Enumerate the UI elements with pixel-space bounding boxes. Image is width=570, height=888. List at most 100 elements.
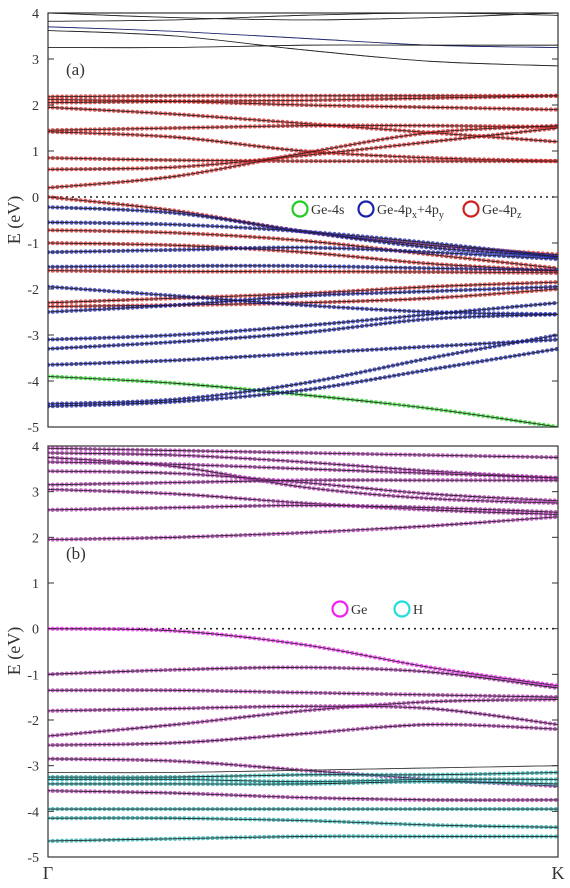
band-line-tint [48, 13, 558, 21]
band-line [48, 479, 558, 486]
band-line [48, 281, 558, 304]
band-projection-circles [48, 834, 558, 844]
band-23 [48, 815, 558, 830]
band-line [48, 127, 558, 170]
band-projection-circles [48, 514, 558, 542]
plot-frame [47, 12, 559, 428]
band-10 [48, 626, 558, 688]
band-4 [48, 459, 558, 481]
y-tick-label: -3 [27, 329, 39, 344]
band-projection-circles [48, 346, 558, 409]
band-line [48, 26, 558, 48]
band-19 [48, 240, 558, 273]
x-tick-label: K [552, 863, 565, 883]
band-line [48, 667, 558, 689]
y-tick-label: 0 [32, 623, 39, 638]
band-14 [48, 704, 558, 727]
band-line-tint [48, 44, 558, 49]
band-line [48, 689, 558, 698]
band-11 [48, 129, 558, 164]
band-12 [48, 155, 558, 164]
y-tick-label: -2 [27, 283, 39, 298]
band-2 [48, 13, 558, 22]
band-line [48, 286, 558, 313]
legend-marker [462, 200, 480, 218]
band-22 [48, 268, 558, 275]
y-tick-label: -4 [27, 375, 39, 390]
band-line [48, 157, 558, 162]
band-line [48, 286, 558, 315]
y-tick-label: 4 [32, 7, 39, 22]
y-axis-label: E (eV) [4, 627, 25, 675]
plot-frame [47, 445, 559, 858]
y-tick-label: 3 [32, 53, 39, 68]
band-line [48, 302, 558, 340]
band-projection-circles [48, 704, 558, 727]
band-line [48, 516, 558, 541]
band-13 [48, 125, 558, 172]
band-24 [48, 834, 558, 844]
band-line-tint [48, 765, 558, 774]
band-line [48, 628, 558, 687]
y-tick-label: 4 [32, 440, 39, 455]
band-line-tint [48, 30, 558, 67]
y-tick-label: -1 [27, 237, 39, 252]
y-tick-label: 1 [32, 577, 39, 592]
legend-entry: Ge-4pz [482, 203, 522, 221]
legend-marker [331, 600, 349, 618]
band-line [48, 470, 558, 502]
band-line [48, 705, 558, 725]
band-5 [48, 30, 558, 67]
band-28 [48, 312, 558, 351]
band-8 [48, 93, 558, 105]
band-19 [48, 777, 558, 784]
band-32 [48, 346, 558, 409]
band-line [48, 270, 558, 274]
band-line [48, 313, 558, 350]
legend: Ge-4s Ge-4px+4py Ge-4pz [291, 200, 522, 221]
band-line [48, 131, 558, 162]
band-26 [48, 284, 558, 317]
y-tick-label: -2 [27, 714, 39, 729]
bands [48, 446, 558, 844]
y-tick-label: 3 [32, 486, 39, 501]
band-line [48, 30, 558, 67]
band-25 [48, 284, 558, 315]
y-tick-label: -1 [27, 668, 39, 683]
band-21 [48, 263, 558, 273]
band-line [48, 339, 558, 366]
legend-entry: Ge-4px+4py [377, 203, 444, 221]
band-2 [48, 450, 558, 481]
band-9 [48, 514, 558, 542]
band-line [48, 699, 558, 737]
band-27 [48, 300, 558, 342]
band-line [48, 13, 558, 21]
band-line [48, 790, 558, 801]
band-projection-circles [48, 722, 558, 748]
band-line [48, 461, 558, 479]
band-line [48, 247, 558, 260]
panel-b: -5 -4 -3 -2 -1 0 1 2 3 4 E (eV) (b) Ge H Γ K [4, 440, 565, 883]
y-tick-label: -5 [27, 851, 39, 866]
y-tick-label: -4 [27, 805, 39, 820]
band-15 [48, 722, 558, 748]
y-tick-label: -5 [27, 421, 39, 436]
band-30 [48, 374, 558, 427]
y-tick-label: 2 [32, 99, 39, 114]
band-8 [48, 503, 558, 515]
legend-entry: Ge-4s [311, 203, 344, 218]
band-line [48, 265, 558, 271]
band-line [48, 488, 558, 515]
band-line [48, 447, 558, 458]
bands [48, 13, 558, 427]
band-1 [48, 13, 558, 21]
band-line [48, 95, 558, 98]
legend-marker [393, 600, 411, 618]
legend-entry: Ge [351, 603, 367, 618]
panel-label: (b) [66, 544, 86, 563]
band-17 [48, 220, 558, 259]
band-line [48, 835, 558, 842]
band-1 [48, 446, 558, 460]
